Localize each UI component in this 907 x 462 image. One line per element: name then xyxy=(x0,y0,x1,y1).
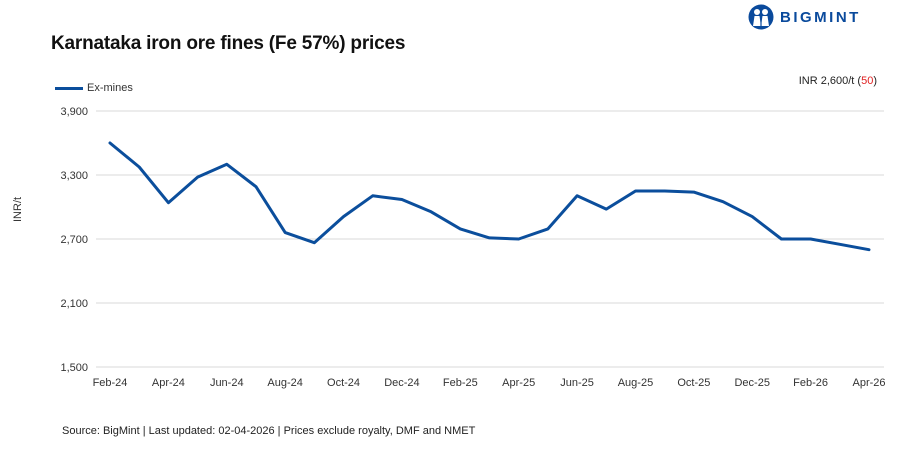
x-tick-label: Dec-25 xyxy=(734,377,769,389)
x-tick-label: Apr-24 xyxy=(152,377,185,389)
price-value: INR 2,600/t ( xyxy=(798,75,862,87)
y-tick-label: 1,500 xyxy=(60,362,88,374)
y-tick-label: 3,900 xyxy=(60,106,88,118)
x-tick-label: Oct-25 xyxy=(677,377,710,389)
series-line-ex-mines xyxy=(108,141,871,252)
x-tick-label: Apr-25 xyxy=(502,377,535,389)
y-axis-ticks: 3,900 3,300 2,700 2,100 1,500 xyxy=(60,106,88,374)
chart-legend: Ex-mines xyxy=(55,82,133,94)
x-tick-label: Dec-24 xyxy=(384,377,419,389)
y-tick-label: 3,300 xyxy=(60,170,88,182)
price-suffix: ) xyxy=(873,75,877,87)
source-footnote: Source: BigMint | Last updated: 02-04-20… xyxy=(62,425,476,437)
x-tick-label: Jun-25 xyxy=(560,377,594,389)
x-tick-label: Feb-24 xyxy=(93,377,128,389)
x-axis-ticks: Feb-24 Apr-24 Jun-24 Aug-24 Oct-24 Dec-24 Feb-… xyxy=(93,377,886,389)
bigmint-logo-icon xyxy=(748,4,774,30)
x-tick-label: Aug-25 xyxy=(618,377,653,389)
x-tick-label: Feb-25 xyxy=(443,377,478,389)
y-tick-label: 2,700 xyxy=(60,234,88,246)
legend-label-ex-mines: Ex-mines xyxy=(87,82,133,94)
x-tick-label: Feb-26 xyxy=(793,377,828,389)
y-tick-label: 2,100 xyxy=(60,298,88,310)
latest-price-note: INR 2,600/t (50) xyxy=(799,75,877,87)
x-tick-label: Oct-24 xyxy=(327,377,360,389)
brand-name: BIGMINT xyxy=(780,8,861,26)
x-tick-label: Jun-24 xyxy=(210,377,244,389)
chart-title: Karnataka iron ore fines (Fe 57%) prices xyxy=(51,33,406,54)
x-tick-label: Aug-24 xyxy=(267,377,302,389)
price-change: 50 xyxy=(861,75,874,87)
x-tick-label: Apr-26 xyxy=(852,377,885,389)
legend-swatch-ex-mines xyxy=(55,86,83,90)
bigmint-logo: BIGMINT xyxy=(748,4,861,30)
